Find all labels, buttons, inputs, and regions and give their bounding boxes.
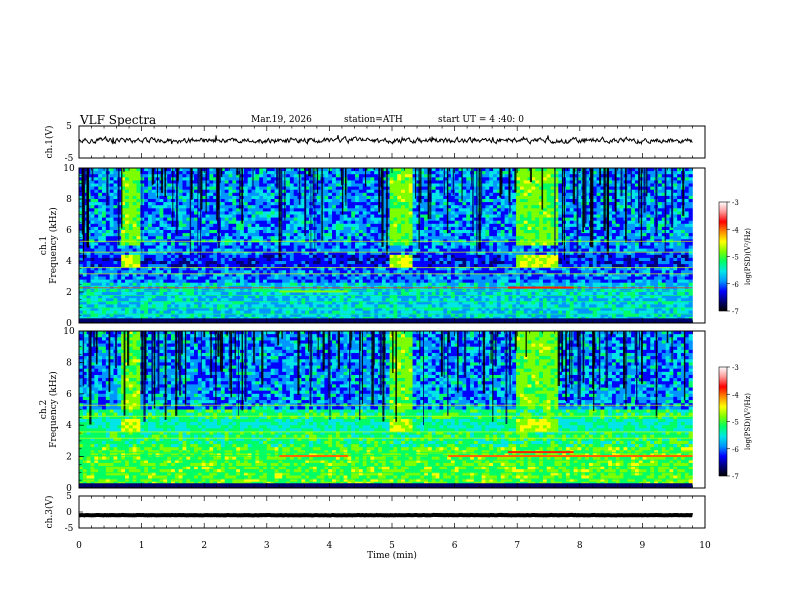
colorbar-tick-label: -5 xyxy=(732,254,739,262)
x-tick-label: 5 xyxy=(389,541,395,551)
y-tick-label: 2 xyxy=(66,288,72,298)
ch2-spectrogram-ylabel: Frequency (kHz) xyxy=(48,371,59,448)
colorbar-tick-label: -4 xyxy=(732,226,739,234)
x-tick-label: 1 xyxy=(139,541,145,551)
ch1-waveform-trace xyxy=(78,134,693,146)
colorbar-tick-label: -6 xyxy=(732,281,739,289)
y-tick-label: 10 xyxy=(63,164,75,174)
x-tick-label: 3 xyxy=(264,541,270,551)
colorbar-tick-label: -4 xyxy=(732,391,739,399)
y-tick-label: 4 xyxy=(66,257,72,267)
ch1-spectrogram-panel: 0 2 4 6 8 10 ch.1 Frequency (kHz) xyxy=(39,164,706,329)
ch2-spectrogram-image xyxy=(79,331,693,488)
x-axis-label: Time (min) xyxy=(367,550,417,561)
x-tick-label: 4 xyxy=(327,541,333,551)
ch1-waveform-ylabel: ch.1(V) xyxy=(44,126,55,159)
y-tick-label: -5 xyxy=(65,154,74,164)
ch1-spectrogram-channel-label: ch.1 xyxy=(39,236,49,255)
chart-title: VLF Spectra xyxy=(80,113,157,127)
y-tick-label: 8 xyxy=(66,358,72,368)
colorbar-tick-label: -7 xyxy=(732,308,739,316)
ch2-colorbar-label: log(PSD)(V²/Hz) xyxy=(744,393,752,450)
colorbar-tick-label: -6 xyxy=(732,446,739,454)
ch1-waveform-panel: 5 -5 ch.1(V) xyxy=(44,122,706,164)
ch1-spectrogram-ylabel: Frequency (kHz) xyxy=(48,207,59,284)
colorbar-tick-label: -5 xyxy=(732,419,739,427)
ch2-colorbar-gradient xyxy=(718,366,728,477)
y-tick-label: 0 xyxy=(66,319,72,329)
ch2-colorbar: -3 -4 -5 -6 -7 log(PSD)(V²/Hz) xyxy=(718,364,752,481)
y-tick-label: -5 xyxy=(65,524,74,534)
y-tick-label: 6 xyxy=(66,390,72,400)
ch2-spectrogram-panel: 0 2 4 6 8 10 ch.2 Frequency (kHz) xyxy=(39,327,706,494)
y-tick-label: 2 xyxy=(66,453,72,463)
x-tick-label: 7 xyxy=(514,541,520,551)
ch1-spectrogram-image xyxy=(79,168,693,323)
x-tick-label: 6 xyxy=(452,541,458,551)
ch1-colorbar-gradient xyxy=(718,201,728,312)
y-tick-label: 8 xyxy=(66,195,72,205)
ch3-waveform-panel: 5 0 -5 ch.3(V) xyxy=(44,492,706,534)
x-tick-label: 2 xyxy=(201,541,207,551)
ch1-colorbar: -3 -4 -5 -6 -7 log(PSD)(V²/Hz) xyxy=(718,199,752,316)
y-tick-label: 5 xyxy=(66,492,72,502)
y-tick-label: 5 xyxy=(66,122,72,132)
x-tick-label: 9 xyxy=(640,541,646,551)
ch1-colorbar-label: log(PSD)(V²/Hz) xyxy=(744,228,752,285)
station-label: station=ATH xyxy=(344,115,403,125)
y-tick-label: 10 xyxy=(63,327,75,337)
ch3-waveform-trace xyxy=(78,512,694,518)
y-tick-label: 4 xyxy=(66,421,72,431)
y-tick-label: 0 xyxy=(66,484,72,494)
y-tick-label: 0 xyxy=(66,508,72,518)
recording-date: Mar.19, 2026 xyxy=(251,115,312,125)
ch3-waveform-ylabel: ch.3(V) xyxy=(44,496,55,529)
time-axis: 0 1 2 3 4 5 6 7 8 9 10 Time (min) xyxy=(76,541,711,561)
colorbar-tick-label: -3 xyxy=(732,199,739,207)
colorbar-tick-label: -7 xyxy=(732,473,739,481)
x-tick-label: 10 xyxy=(699,541,711,551)
x-tick-label: 0 xyxy=(76,541,82,551)
x-tick-label: 8 xyxy=(577,541,583,551)
colorbar-tick-label: -3 xyxy=(732,364,739,372)
start-time-label: start UT = 4 :40: 0 xyxy=(438,115,524,125)
y-tick-label: 6 xyxy=(66,226,72,236)
ch2-spectrogram-channel-label: ch.2 xyxy=(39,400,49,419)
